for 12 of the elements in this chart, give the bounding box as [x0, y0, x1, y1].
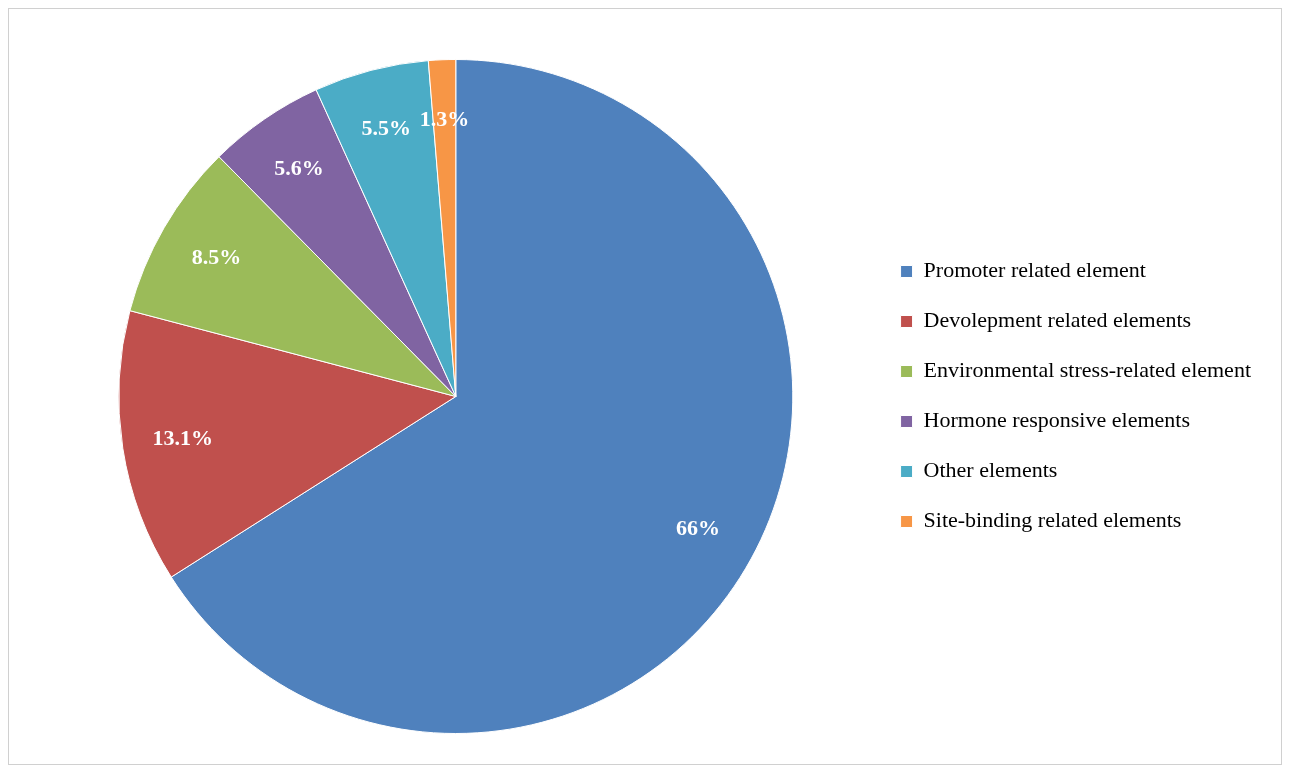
legend-label: Devolepment related elements: [923, 307, 1192, 333]
legend-label: Site-binding related elements: [923, 507, 1182, 533]
legend-label: Promoter related element: [923, 257, 1146, 283]
data-label: 66%: [675, 515, 720, 541]
data-label: 5.6%: [274, 154, 324, 180]
legend-label: Environmental stress-related element: [923, 357, 1251, 383]
legend-label: Other elements: [923, 457, 1058, 483]
legend-label: Hormone responsive elements: [923, 407, 1190, 433]
data-label: 8.5%: [191, 243, 242, 269]
data-label: 5.5%: [361, 114, 411, 140]
data-label: 13.1%: [152, 424, 213, 450]
data-label: 1.3%: [419, 106, 470, 132]
